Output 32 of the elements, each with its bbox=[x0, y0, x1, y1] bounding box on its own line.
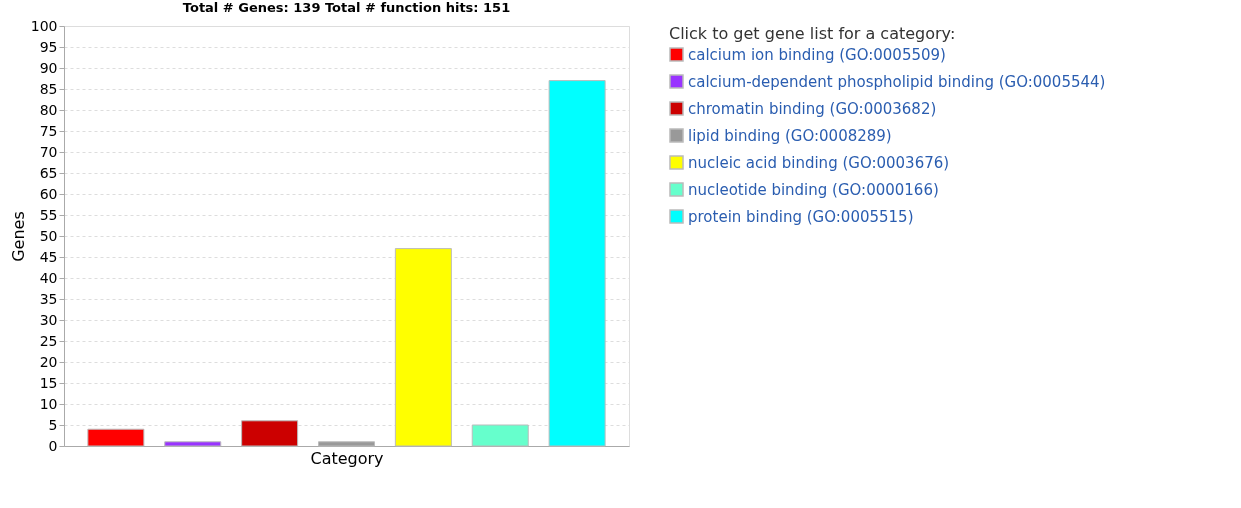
y-tick-label: 65 bbox=[39, 164, 58, 181]
y-tick-label: 5 bbox=[48, 416, 58, 433]
y-tick-label: 70 bbox=[39, 143, 58, 160]
legend-label: calcium ion binding (GO:0005509) bbox=[688, 45, 946, 64]
y-tick-label: 25 bbox=[39, 332, 58, 349]
legend-label: protein binding (GO:0005515) bbox=[688, 207, 914, 226]
y-tick-label: 0 bbox=[48, 437, 58, 454]
legend-label: chromatin binding (GO:0003682) bbox=[688, 99, 937, 118]
y-tick-label: 75 bbox=[39, 122, 58, 139]
y-tick-label: 20 bbox=[39, 353, 58, 370]
legend-label: lipid binding (GO:0008289) bbox=[688, 126, 892, 145]
y-tick-label: 85 bbox=[39, 80, 58, 97]
y-tick-label: 15 bbox=[39, 374, 58, 391]
y-tick-label: 90 bbox=[39, 59, 58, 76]
y-axis-title: Genes bbox=[8, 211, 28, 262]
y-tick-label: 100 bbox=[30, 17, 58, 34]
y-tick-label: 50 bbox=[39, 227, 58, 244]
legend-label: nucleotide binding (GO:0000166) bbox=[688, 180, 939, 199]
y-tick-label: 60 bbox=[39, 185, 58, 202]
y-tick-label: 45 bbox=[39, 248, 58, 265]
y-tick-label: 80 bbox=[39, 101, 58, 118]
y-tick-label: 10 bbox=[39, 395, 58, 412]
x-axis-title: Category bbox=[310, 448, 384, 468]
y-tick-label: 40 bbox=[39, 269, 58, 286]
legend-label: nucleic acid binding (GO:0003676) bbox=[688, 153, 950, 172]
chart-title: Total # Genes: 139 Total # function hits: 151 bbox=[182, 0, 511, 15]
y-tick-label: 35 bbox=[39, 290, 58, 307]
y-tick-label: 95 bbox=[39, 38, 58, 55]
legend-title: Click to get gene list for a category: bbox=[669, 24, 956, 43]
legend-label: calcium-dependent phospholipid binding (GO:0005544) bbox=[688, 72, 1106, 91]
y-tick-label: 55 bbox=[39, 206, 58, 223]
y-tick-label: 30 bbox=[39, 311, 58, 328]
